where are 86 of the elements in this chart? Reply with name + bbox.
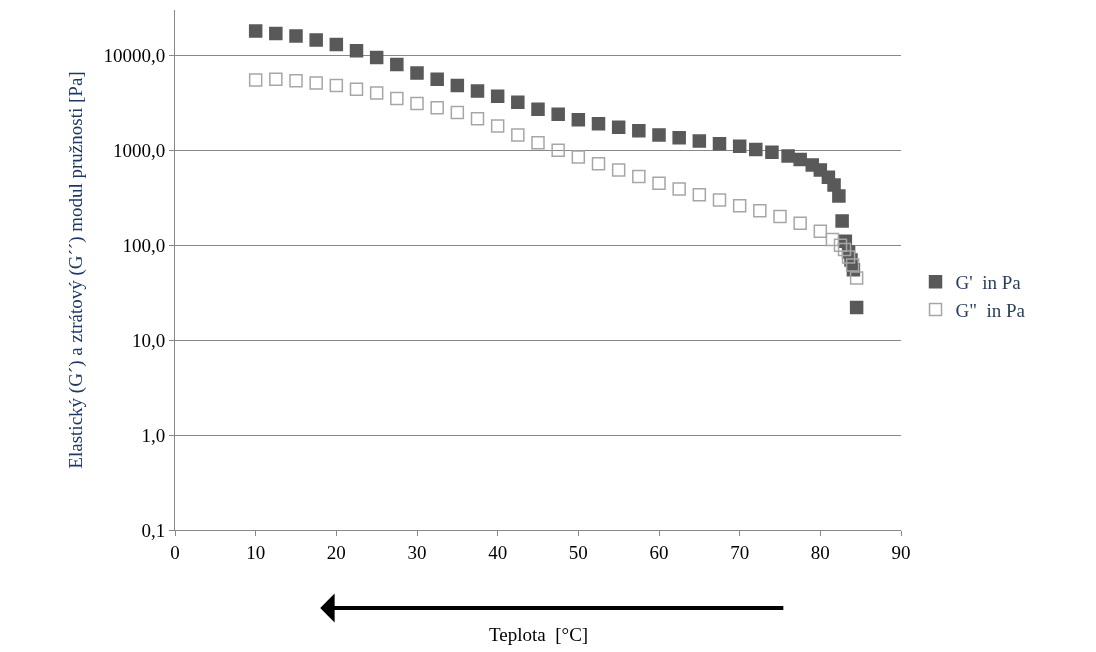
point	[329, 37, 344, 52]
point	[781, 149, 795, 163]
point	[652, 128, 666, 142]
point	[511, 128, 525, 142]
x-axis-title: Teplota [°C]	[489, 624, 589, 645]
y-tick-label: 1,0	[141, 424, 166, 446]
x-tick-label: 10	[246, 541, 266, 563]
point	[309, 76, 323, 90]
point	[511, 95, 525, 110]
point	[753, 204, 767, 218]
x-tick-label: 50	[568, 541, 588, 563]
point	[470, 111, 485, 126]
point	[531, 102, 545, 117]
point	[835, 214, 849, 228]
x-tick-label: 60	[649, 541, 669, 563]
point	[749, 142, 763, 157]
point	[349, 43, 364, 58]
point	[712, 193, 727, 207]
point	[531, 135, 545, 150]
legend-label: G" in Pa	[955, 299, 1026, 321]
y-tick-label: 0,1	[141, 519, 166, 541]
point	[833, 238, 848, 252]
point	[591, 157, 606, 171]
point	[793, 216, 807, 231]
point	[269, 26, 283, 41]
point	[652, 176, 666, 190]
point	[269, 72, 283, 86]
point	[773, 209, 787, 224]
point	[410, 66, 424, 80]
point	[632, 169, 646, 184]
point	[551, 143, 565, 157]
point	[813, 224, 828, 239]
point	[732, 139, 747, 154]
point	[490, 119, 505, 133]
point	[849, 300, 864, 315]
point	[309, 33, 323, 47]
point	[849, 271, 864, 285]
point	[470, 84, 485, 98]
point	[837, 242, 852, 257]
point	[571, 150, 586, 164]
point	[248, 73, 263, 87]
x-tick-label: 70	[730, 541, 750, 563]
x-tick-label: 80	[810, 541, 830, 563]
y-tick-label: 100,0	[122, 234, 166, 256]
x-tick-label: 0	[170, 541, 180, 563]
point	[430, 72, 444, 86]
point	[390, 91, 404, 106]
y-tick-label: 1000,0	[112, 139, 166, 161]
point	[793, 152, 807, 167]
x-tick-label: 90	[891, 541, 911, 563]
point	[490, 89, 505, 104]
point	[591, 117, 606, 131]
point	[632, 124, 646, 138]
point	[248, 24, 263, 38]
point	[390, 57, 404, 72]
x-tick-label: 30	[407, 541, 427, 563]
point	[672, 131, 686, 145]
point	[732, 199, 747, 213]
point	[692, 187, 707, 202]
point	[289, 29, 303, 43]
point	[329, 78, 344, 93]
point	[692, 134, 707, 148]
y-axis-title: Elastický (G´) a ztrátový (G´´) modul pružnosti [Pa]	[65, 71, 88, 469]
point	[832, 189, 846, 203]
point	[410, 96, 424, 111]
point	[349, 82, 364, 96]
point	[289, 73, 303, 88]
point	[845, 258, 860, 272]
x-tick-label: 20	[326, 541, 346, 563]
point	[551, 107, 565, 121]
point	[765, 145, 779, 160]
point	[672, 182, 686, 196]
point	[611, 163, 626, 177]
point	[825, 232, 840, 247]
point	[430, 101, 444, 115]
point	[369, 50, 384, 65]
point	[450, 78, 465, 93]
point	[611, 120, 626, 134]
point	[450, 105, 465, 120]
point	[369, 86, 384, 100]
point	[712, 137, 727, 151]
y-tick-label: 10,0	[131, 329, 166, 351]
point	[571, 112, 586, 127]
x-tick-label: 40	[488, 541, 508, 563]
y-tick-label: 10000,0	[103, 44, 166, 66]
legend-label: G' in Pa	[955, 272, 1022, 294]
